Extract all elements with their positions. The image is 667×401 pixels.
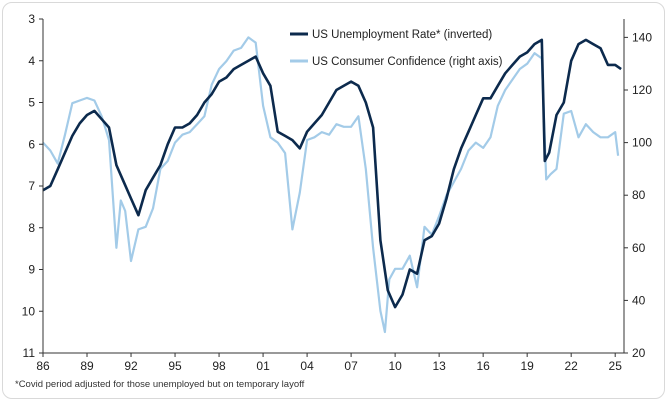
left-tick-label: 11	[23, 346, 36, 360]
x-tick-label: 01	[256, 359, 270, 373]
x-tick-label: 95	[168, 359, 182, 373]
left-tick-label: 8	[28, 221, 35, 235]
x-tick-label: 07	[344, 359, 358, 373]
series-line-confidence	[42, 36, 620, 334]
left-tick-label: 5	[28, 96, 35, 110]
legend-label-confidence: US Consumer Confidence (right axis)	[312, 56, 503, 68]
footnote: *Covid period adjusted for those unemplo…	[15, 379, 305, 390]
right-tick-label: 80	[632, 188, 646, 202]
left-tick-label: 6	[28, 137, 35, 151]
series-line-unemployment	[42, 38, 622, 309]
x-tick-label: 89	[80, 359, 94, 373]
right-tick-label: 100	[632, 136, 652, 150]
x-tick-label: 86	[36, 359, 50, 373]
legend-label-unemployment: US Unemployment Rate* (inverted)	[312, 29, 492, 41]
right-tick-label: 120	[632, 83, 652, 97]
right-tick-label: 140	[632, 30, 652, 44]
left-tick-label: 7	[28, 179, 35, 193]
x-tick-label: 98	[212, 359, 226, 373]
left-tick-label: 10	[22, 304, 36, 318]
x-tick-label: 16	[476, 359, 490, 373]
left-tick-label: 3	[28, 12, 35, 26]
left-tick-label: 4	[28, 54, 35, 68]
x-tick-label: 19	[520, 359, 534, 373]
right-tick-label: 40	[632, 293, 646, 307]
legend: US Unemployment Rate* (inverted) US Cons…	[290, 29, 503, 68]
right-tick-label: 60	[632, 241, 646, 255]
x-tick-label: 10	[388, 359, 402, 373]
series-layer	[42, 36, 622, 334]
x-tick-label: 13	[432, 359, 446, 373]
x-tick-label: 22	[565, 359, 579, 373]
x-tick-label: 04	[300, 359, 314, 373]
x-tick-label: 25	[609, 359, 623, 373]
right-tick-label: 20	[632, 346, 646, 360]
left-tick-label: 9	[28, 263, 35, 277]
x-tick-label: 92	[124, 359, 138, 373]
